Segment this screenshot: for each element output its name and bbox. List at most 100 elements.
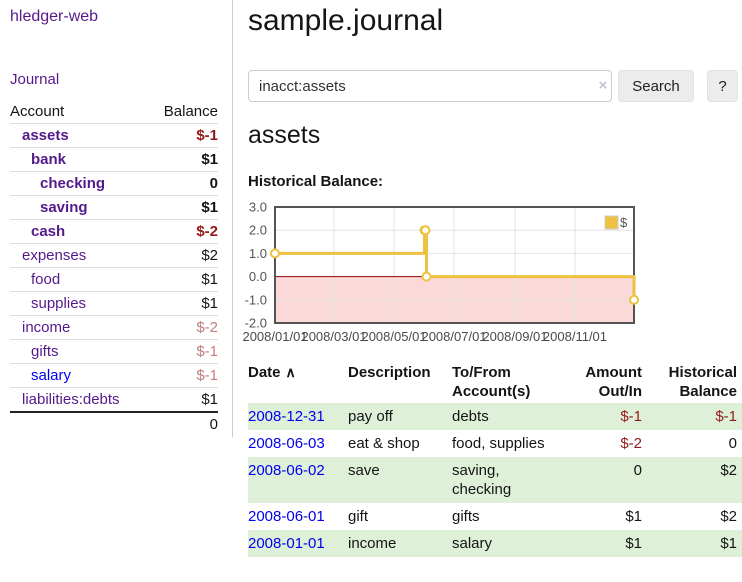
account-balance: $-1: [196, 367, 218, 384]
search-button[interactable]: Search: [618, 70, 694, 102]
account-link-saving[interactable]: saving: [40, 199, 88, 216]
transaction-amount: $-2: [620, 435, 642, 452]
transaction-balance: $-1: [715, 408, 737, 425]
search-form: × Search ?: [248, 70, 742, 102]
transaction-balance: $2: [720, 462, 737, 479]
register-row: 2008-06-01 gift gifts $1 $2: [248, 503, 742, 530]
register-row: 2008-06-02 save saving, checking 0 $2: [248, 457, 742, 503]
account-row: supplies $1: [10, 291, 218, 316]
register-header-amount: Amount Out/In: [548, 361, 642, 403]
svg-text:2008/03/01: 2008/03/01: [301, 329, 366, 344]
account-link-supplies[interactable]: supplies: [31, 295, 87, 312]
svg-text:$: $: [620, 215, 628, 230]
date-header-label[interactable]: Date: [248, 364, 281, 381]
account-balance: 0: [209, 175, 218, 192]
svg-text:-2.0: -2.0: [245, 316, 267, 331]
account-link-liabilities-debts[interactable]: liabilities:debts: [22, 391, 120, 408]
account-link-expenses[interactable]: expenses: [22, 247, 87, 264]
transaction-amount: 0: [633, 462, 642, 479]
sort-ascending-icon[interactable]: ∧: [285, 364, 296, 380]
transaction-amount: $1: [625, 508, 642, 525]
transaction-date-link[interactable]: 2008-01-01: [248, 535, 325, 552]
help-button[interactable]: ?: [707, 70, 738, 102]
account-row: bank $1: [10, 147, 218, 172]
amount-header-line1: Amount: [585, 364, 642, 381]
account-link-bank[interactable]: bank: [31, 151, 67, 168]
account-balance: $-2: [196, 319, 218, 336]
account-balance: $2: [201, 247, 218, 264]
transaction-date-link[interactable]: 2008-06-01: [248, 508, 325, 525]
transaction-date-link[interactable]: 2008-12-31: [248, 408, 325, 425]
transaction-description: gift: [348, 508, 369, 525]
transaction-amount: $1: [625, 535, 642, 552]
account-heading: assets: [248, 121, 321, 149]
transaction-amount: $-1: [620, 408, 642, 425]
tofrom-header-line2: Account(s): [452, 383, 531, 400]
account-row: salary $-1: [10, 363, 218, 388]
account-link-food[interactable]: food: [31, 271, 61, 288]
accounts-total-row: 0: [10, 412, 218, 436]
accounts-table: Account Balance assets $-1 bank $1 check…: [10, 100, 218, 436]
register-row: 2008-06-03 eat & shop food, supplies $-2…: [248, 430, 742, 457]
transaction-date-link[interactable]: 2008-06-03: [248, 435, 325, 452]
clear-search-icon[interactable]: ×: [598, 77, 608, 94]
account-row: food $1: [10, 267, 218, 292]
register-table: Date ∧ Description To/From Account(s) Amo…: [248, 361, 742, 557]
svg-text:2008/05/01: 2008/05/01: [361, 329, 426, 344]
sidebar: hledger-web Journal Account Balance asse…: [0, 0, 233, 437]
account-link-income[interactable]: income: [22, 319, 71, 336]
svg-text:2008/07/01: 2008/07/01: [421, 329, 486, 344]
account-link-salary[interactable]: salary: [31, 367, 72, 384]
transaction-balance: $1: [720, 535, 737, 552]
svg-text:2008/11/01: 2008/11/01: [543, 329, 607, 344]
register-header-tofrom: To/From Account(s): [452, 361, 548, 403]
transaction-date-link[interactable]: 2008-06-02: [248, 462, 325, 479]
tofrom-header-line1: To/From: [452, 364, 511, 381]
account-link-assets[interactable]: assets: [22, 127, 69, 144]
app-title-link[interactable]: hledger-web: [10, 8, 99, 25]
transaction-accounts: gifts: [452, 508, 480, 525]
register-header-description: Description: [348, 364, 431, 381]
account-row: cash $-2: [10, 219, 218, 244]
account-row: saving $1: [10, 195, 218, 220]
accounts-total-balance: 0: [209, 416, 218, 433]
account-link-cash[interactable]: cash: [31, 223, 66, 240]
account-row: assets $-1: [10, 123, 218, 148]
accounts-header-balance: Balance: [163, 103, 218, 120]
register-header-date[interactable]: Date ∧: [248, 361, 348, 403]
register-header-row: Date ∧ Description To/From Account(s) Amo…: [248, 361, 742, 403]
svg-text:2.0: 2.0: [249, 223, 267, 238]
transaction-accounts: saving, checking: [452, 457, 548, 503]
transaction-accounts: food, supplies: [452, 435, 545, 452]
svg-text:2008/01/01: 2008/01/01: [242, 329, 307, 344]
search-input[interactable]: [248, 70, 612, 102]
account-balance: $1: [201, 295, 218, 312]
account-row: checking 0: [10, 171, 218, 196]
register-row: 2008-12-31 pay off debts $-1 $-1: [248, 403, 742, 430]
balance-header-line1: Historical: [668, 364, 737, 381]
svg-text:3.0: 3.0: [249, 200, 267, 215]
account-balance: $1: [201, 151, 218, 168]
transaction-accounts: debts: [452, 408, 489, 425]
historical-balance-chart: 3.0 2.0 1.0 0.0 -1.0 -2.0 2008/01/01 2008/03/01…: [242, 200, 742, 348]
transaction-accounts: salary: [452, 535, 493, 552]
account-row: liabilities:debts $1: [10, 387, 218, 413]
account-balance: $1: [201, 271, 218, 288]
account-link-checking[interactable]: checking: [40, 175, 106, 192]
account-link-gifts[interactable]: gifts: [31, 343, 59, 360]
historical-balance-chart-svg: 3.0 2.0 1.0 0.0 -1.0 -2.02008/01/012008/03/01…: [242, 200, 639, 344]
svg-text:2008/09/01: 2008/09/01: [482, 329, 547, 344]
main-content: sample.journal × Search ? assets Histori…: [242, 0, 742, 582]
chart-heading: Historical Balance:: [248, 173, 384, 190]
svg-text:-1.0: -1.0: [245, 292, 267, 307]
account-balance: $-1: [196, 127, 218, 144]
account-balance: $-2: [196, 223, 218, 240]
account-balance: $1: [201, 391, 218, 408]
account-row: gifts $-1: [10, 339, 218, 364]
svg-text:0.0: 0.0: [249, 269, 267, 284]
transaction-description: pay off: [348, 408, 393, 425]
account-balance: $-1: [196, 343, 218, 360]
account-row: expenses $2: [10, 243, 218, 268]
amount-header-line2: Out/In: [598, 383, 642, 400]
sidebar-item-journal[interactable]: Journal: [10, 71, 60, 88]
